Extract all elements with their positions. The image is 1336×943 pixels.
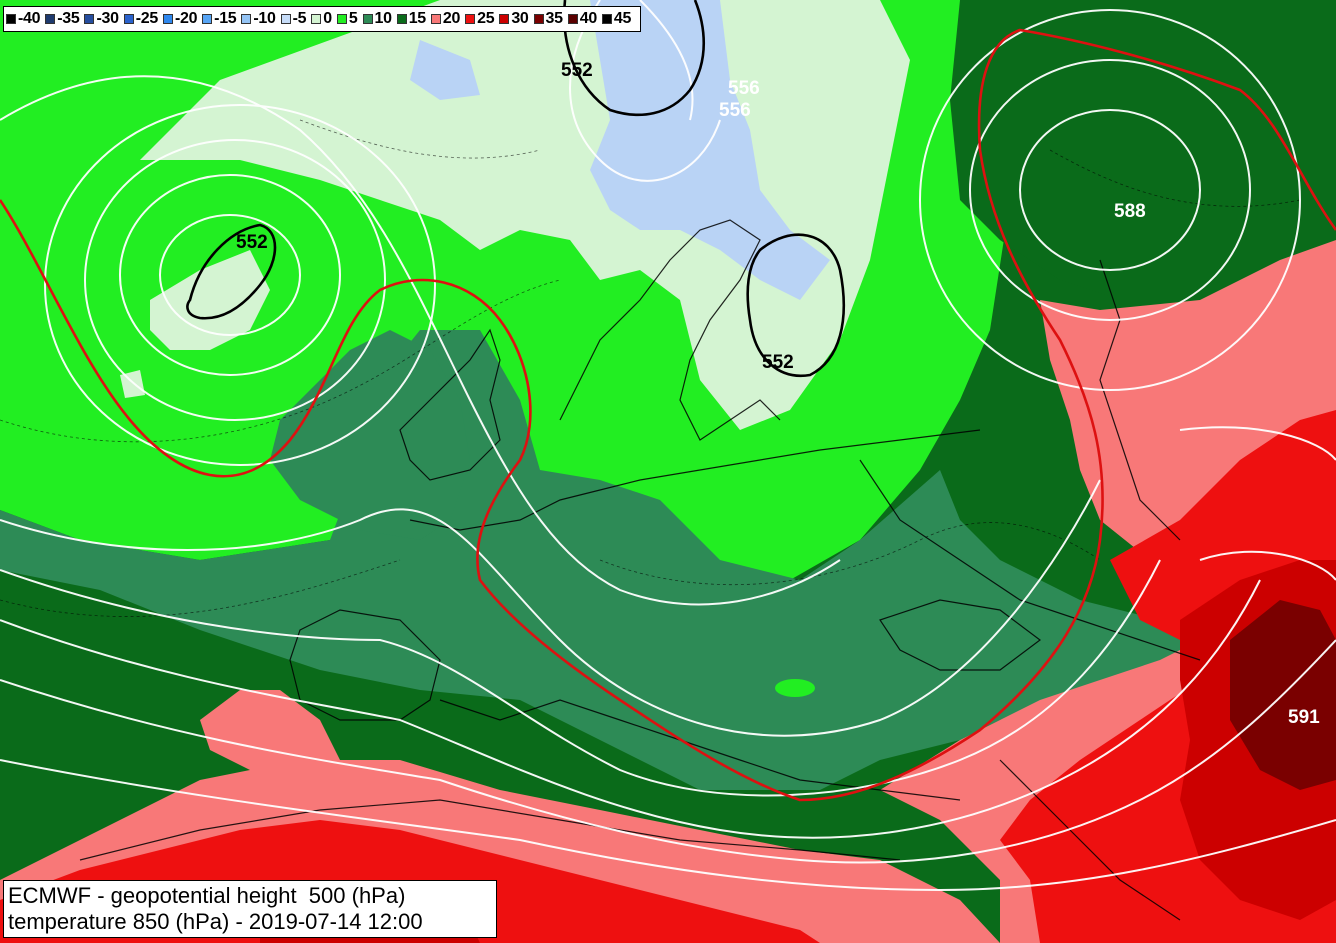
legend-swatch — [336, 14, 347, 24]
legend-item: -15 — [202, 10, 237, 28]
legend-swatch — [465, 14, 476, 24]
legend-label: 30 — [511, 10, 529, 27]
legend-swatch — [499, 14, 510, 24]
legend-swatch — [84, 14, 95, 24]
black-contour-atlantic — [186, 223, 277, 320]
legend-item: -40 — [6, 10, 41, 28]
caption-line-1: ECMWF - geopotential height 500 (hPa) — [8, 883, 406, 908]
legend-item: 15 — [396, 10, 427, 28]
contour-label-552-north: 552 — [561, 60, 593, 81]
temperature-legend: -40 -35 -30 -25 -20 -15 -10 -5 0 5 10 15 20 25 30 35 40 4… — [3, 6, 642, 32]
legend-label: 5 — [348, 10, 358, 27]
legend-label: 25 — [477, 10, 495, 27]
legend-item: 0 — [311, 10, 332, 28]
legend-item: 30 — [499, 10, 529, 28]
legend-swatch — [601, 14, 612, 24]
coast-scandinavia — [559, 219, 781, 441]
legend-swatch — [311, 14, 322, 24]
legend-item: -30 — [84, 10, 119, 28]
contour-label-591: 591 — [1288, 707, 1320, 728]
legend-item: 5 — [336, 10, 358, 28]
legend-label: -30 — [96, 10, 119, 27]
legend-swatch — [396, 14, 407, 24]
map-caption: ECMWF - geopotential height 500 (hPa) te… — [3, 880, 497, 938]
legend-item: 10 — [362, 10, 393, 28]
coast-iberia — [289, 609, 441, 721]
legend-item: 20 — [430, 10, 461, 28]
legend-label: 20 — [442, 10, 461, 27]
legend-swatch — [533, 14, 544, 24]
black-contour-russia — [746, 233, 846, 378]
legend-item: -20 — [162, 10, 198, 28]
legend-swatch — [45, 14, 56, 24]
legend-label: 45 — [613, 10, 632, 27]
border-russia — [1099, 259, 1181, 541]
legend-label: 15 — [408, 10, 427, 27]
legend-swatch — [362, 14, 373, 24]
legend-item: 45 — [601, 10, 632, 28]
legend-label: 10 — [374, 10, 393, 27]
legend-label: 35 — [545, 10, 564, 27]
border-east — [859, 459, 1201, 661]
legend-swatch — [567, 14, 578, 24]
legend-label: -40 — [18, 10, 41, 27]
legend-label: -15 — [214, 10, 237, 27]
legend-item: 40 — [567, 10, 598, 28]
legend-item: -10 — [241, 10, 276, 28]
border-mideast — [999, 759, 1181, 921]
zone-0-atlantic — [150, 250, 270, 350]
contour-label-556-a: 556 — [728, 78, 760, 99]
legend-swatch — [280, 14, 291, 24]
legend-item: -5 — [280, 10, 307, 28]
legend-item: -25 — [123, 10, 159, 28]
red-contour-atlantic — [0, 28, 1336, 802]
legend-swatch — [241, 14, 252, 24]
zone-5-balkan — [775, 679, 815, 697]
contour-label-552-atlantic: 552 — [236, 232, 268, 253]
legend-item: -35 — [45, 10, 80, 28]
legend-label: 40 — [579, 10, 598, 27]
legend-swatch — [6, 14, 16, 24]
legend-item: 35 — [533, 10, 564, 28]
legend-label: -5 — [292, 10, 307, 27]
legend-swatch — [162, 14, 173, 24]
legend-swatch — [202, 14, 213, 24]
legend-swatch — [430, 14, 441, 24]
legend-item: 25 — [465, 10, 495, 28]
geopotential-contours — [0, 0, 1336, 892]
zone-minus5 — [590, 0, 830, 300]
contour-label-552-russia: 552 — [762, 352, 794, 373]
red-contours — [0, 28, 1336, 802]
caption-line-2: temperature 850 (hPa) - 2019-07-14 12:00 — [8, 909, 423, 934]
zone-20-iberia — [200, 690, 340, 770]
black-contour-north — [562, 0, 706, 117]
legend-label: -20 — [174, 10, 198, 27]
legend-label: -35 — [57, 10, 80, 27]
coast-continent — [409, 429, 981, 531]
legend-label: 0 — [323, 10, 332, 27]
zone-10-atlantic — [270, 330, 470, 540]
legend-swatch — [123, 14, 134, 24]
contour-label-588: 588 — [1114, 201, 1146, 222]
zone-10-west — [0, 330, 1230, 790]
zone-minus5-b — [410, 40, 480, 100]
legend-label: -10 — [253, 10, 276, 27]
black-contours — [186, 0, 846, 378]
coast-africa — [79, 799, 901, 861]
contour-label-556-b: 556 — [719, 100, 751, 121]
coast-blacksea — [879, 599, 1041, 671]
legend-label: -25 — [135, 10, 159, 27]
dashed-isotherms — [0, 119, 1301, 617]
